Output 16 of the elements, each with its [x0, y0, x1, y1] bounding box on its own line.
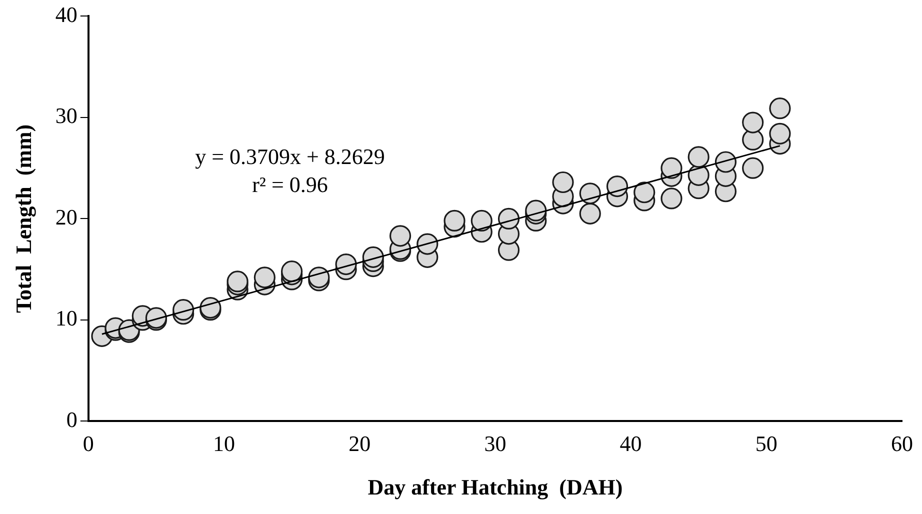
y-tick-label: 30 — [55, 103, 78, 128]
y-axis-title: Total Length (mm) — [10, 124, 36, 314]
x-tick-label: 50 — [755, 431, 778, 456]
annotation: y = 0.3709x + 8.2629 — [195, 144, 385, 169]
y-tick-label: 0 — [66, 406, 78, 432]
y-tick-label: 40 — [55, 2, 78, 27]
x-tick-label: 60 — [891, 431, 913, 456]
y-tick-label: 20 — [55, 204, 78, 230]
x-tick-label: 30 — [484, 431, 506, 456]
x-axis-title: Day after Hatching (DAH) — [368, 474, 623, 500]
annotation: r² = 0.96 — [252, 172, 328, 197]
x-tick-label: 40 — [620, 431, 642, 456]
x-tick-label: 0 — [82, 431, 94, 456]
y-tick-label: 10 — [55, 306, 78, 331]
x-tick-label: 20 — [348, 431, 371, 456]
x-tick-label: 10 — [213, 431, 235, 456]
